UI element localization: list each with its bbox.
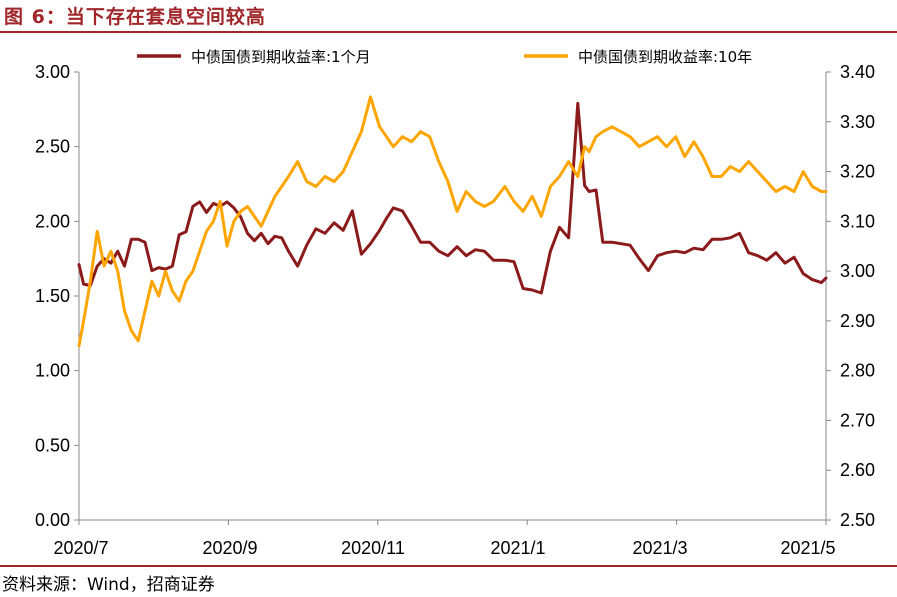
right-tick-label: 3.30 — [840, 112, 875, 132]
right-tick-label: 3.20 — [840, 162, 875, 182]
right-tick-label: 2.50 — [840, 510, 875, 530]
left-tick-label: 0.00 — [35, 510, 70, 530]
right-tick-label: 3.10 — [840, 211, 875, 231]
x-tick-label: 2020/11 — [341, 538, 405, 558]
left-axis: 0.00 0.50 1.00 1.50 2.00 2.50 3.00 — [35, 62, 79, 530]
figure-title: 图 6：当下存在套息空间较高 — [4, 6, 266, 28]
legend: 中债国债到期收益率:1个月 中债国债到期收益率:10年 — [137, 48, 752, 66]
right-axis: 2.50 2.60 2.70 2.80 2.90 3.00 3.10 3.20 3.30 3.40 — [826, 62, 875, 530]
x-tick-label: 2021/5 — [780, 538, 835, 558]
title-rule — [0, 31, 897, 33]
right-tick-label: 3.00 — [840, 261, 875, 281]
x-tick-label: 2020/9 — [202, 538, 257, 558]
right-tick-label: 2.90 — [840, 311, 875, 331]
right-tick-label: 2.70 — [840, 410, 875, 430]
right-tick-label: 2.60 — [840, 460, 875, 480]
x-tick-label: 2021/3 — [632, 538, 687, 558]
series-layer — [77, 95, 828, 348]
left-tick-label: 1.50 — [35, 286, 70, 306]
left-tick-label: 3.00 — [35, 62, 70, 82]
x-tick-label: 2021/1 — [490, 538, 545, 558]
x-tick-label: 2020/7 — [53, 538, 108, 558]
left-tick-label: 2.50 — [35, 137, 70, 157]
right-tick-label: 2.80 — [840, 361, 875, 381]
plot-frame — [78, 72, 827, 521]
right-tick-label: 3.40 — [840, 62, 875, 82]
series-line-1m — [77, 101, 828, 295]
legend-label-10y: 中债国债到期收益率:10年 — [578, 48, 752, 66]
left-tick-label: 2.00 — [35, 211, 70, 231]
series-line-10y — [77, 95, 828, 348]
legend-label-1m: 中债国债到期收益率:1个月 — [191, 48, 371, 66]
source-rule — [0, 565, 897, 567]
left-tick-label: 1.00 — [35, 361, 70, 381]
source-note: 资料来源：Wind，招商证券 — [2, 575, 215, 595]
line-chart: 0.00 0.50 1.00 1.50 2.00 2.50 3.00 2.50 2.60 2.7… — [35, 48, 875, 558]
x-axis: 2020/7 2020/9 2020/11 2021/1 2021/3 2021/5 — [53, 520, 836, 558]
left-tick-label: 0.50 — [35, 435, 70, 455]
